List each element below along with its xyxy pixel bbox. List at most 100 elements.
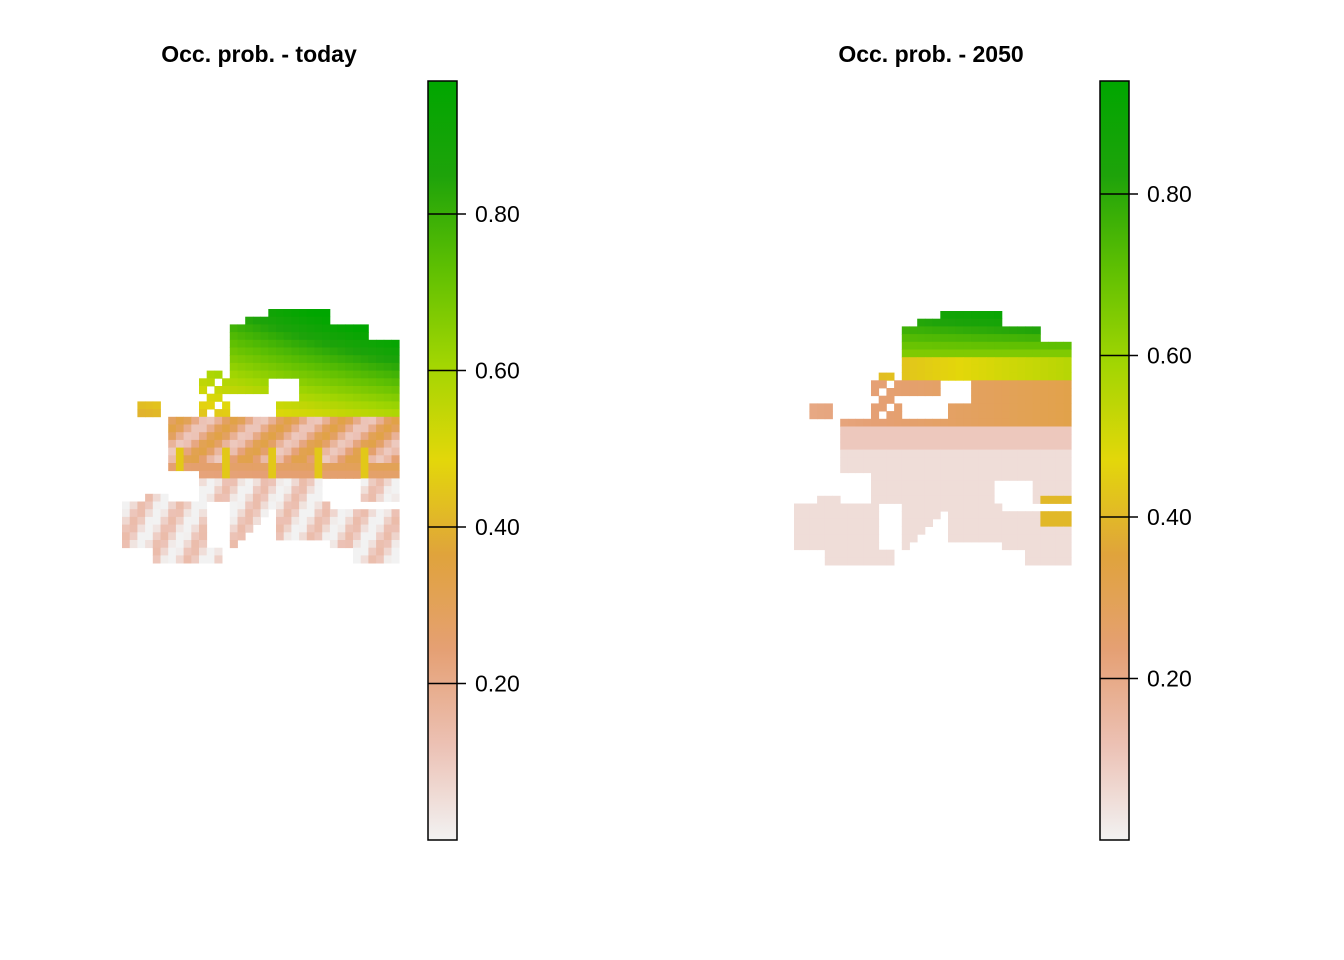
raster-cell [948,326,957,335]
raster-cell [986,334,995,343]
raster-cell [129,524,138,533]
raster-cell [283,463,292,472]
raster-cell [337,324,346,333]
raster-cell [291,470,300,479]
raster-cell [222,447,231,456]
raster-cell [978,534,987,543]
raster-cell [314,516,323,525]
raster-cell [322,501,331,510]
raster-cell [1048,434,1057,443]
raster-cell [314,409,323,418]
raster-cell [1001,411,1010,420]
raster-cell [1017,449,1026,458]
raster-cell [337,516,346,525]
raster-cell [886,411,895,420]
raster-cell [353,547,362,556]
raster-cell [824,495,833,504]
raster-cell [268,447,277,456]
raster-cell [283,324,292,333]
raster-cell [291,493,300,502]
raster-cell [245,424,254,433]
raster-cell [376,470,385,479]
raster-cell [199,540,208,549]
raster-cell [1032,434,1041,443]
raster-cell [268,439,277,448]
raster-cell [345,532,354,541]
raster-cell [214,493,223,502]
raster-cell [353,355,362,364]
raster-cell [863,557,872,566]
raster-cell [955,472,964,481]
raster-cell [383,509,392,518]
raster-cell [994,349,1003,358]
raster-cell [391,516,400,525]
raster-cell [978,341,987,350]
raster-cell [391,362,400,371]
raster-cell [1025,526,1034,535]
raster-cell [368,347,377,356]
raster-cell [1040,357,1049,366]
raster-cell [986,349,995,358]
raster-cell [237,347,246,356]
raster-cell [1009,526,1018,535]
raster-cell [886,495,895,504]
raster-cell [971,411,980,420]
raster-cell [314,386,323,395]
raster-cell [237,486,246,495]
raster-cell [878,465,887,474]
raster-cell [383,432,392,441]
raster-cell [314,493,323,502]
raster-cell [971,395,980,404]
raster-cell [245,455,254,464]
raster-cell [871,380,880,389]
raster-cell [963,465,972,474]
raster-cell [909,472,918,481]
raster-cell [1032,357,1041,366]
raster-cell [245,370,254,379]
raster-cell [314,463,323,472]
raster-cell [955,411,964,420]
raster-cell [1040,472,1049,481]
raster-cell [353,524,362,533]
raster-cell [168,439,177,448]
raster-cell [963,364,972,373]
raster-cell [955,503,964,512]
raster-cell [978,426,987,435]
raster-cell [183,416,192,425]
raster-cell [909,357,918,366]
raster-cell [229,516,238,525]
raster-cell [237,493,246,502]
raster-cell [329,362,338,371]
raster-cell [863,518,872,527]
raster-cell [206,370,215,379]
raster-cell [391,370,400,379]
raster-cell [368,401,377,410]
raster-cell [963,411,972,420]
raster-cell [306,339,315,348]
raster-cell [886,388,895,397]
raster-cell [329,332,338,341]
raster-cell [314,347,323,356]
raster-cell [986,418,995,427]
raster-cell [383,555,392,564]
raster-cell [917,434,926,443]
raster-cell [1063,465,1072,474]
raster-cell [901,488,910,497]
raster-cell [901,388,910,397]
raster-cell [252,432,261,441]
raster-cell [909,534,918,543]
raster-cell [360,478,369,487]
raster-cell [376,378,385,387]
legend-ticks-today: 0.200.400.600.80 [428,201,520,697]
raster-cell [299,432,308,441]
raster-cell [1040,372,1049,381]
raster-cell [376,516,385,525]
raster-cell [122,509,131,518]
raster-cell [971,511,980,520]
raster-cell [1048,495,1057,504]
raster-cell [122,516,131,525]
raster-cell [1025,549,1034,558]
raster-cell [237,478,246,487]
raster-cell [886,488,895,497]
